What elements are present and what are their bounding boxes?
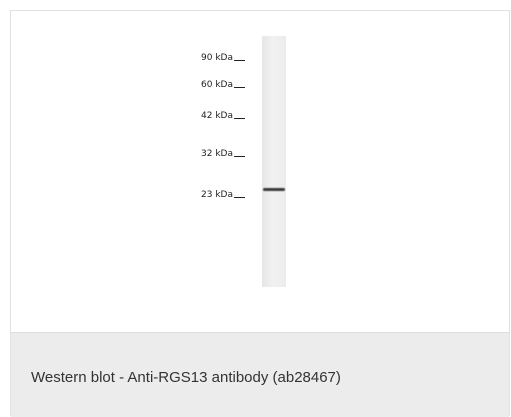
marker-tick [233, 197, 245, 198]
marker-label: 42 kDa [201, 111, 233, 121]
marker-label: 90 kDa [201, 53, 233, 63]
caption-text: Western blot - Anti-RGS13 antibody (ab28… [31, 369, 341, 386]
marker-label: 60 kDa [201, 80, 233, 90]
marker-tick [233, 118, 245, 119]
marker-42kda: 42 kDa [201, 109, 261, 121]
figure-caption: Western blot - Anti-RGS13 antibody (ab28… [11, 332, 509, 417]
blot-lane [262, 36, 286, 287]
marker-32kda: 32 kDa [201, 147, 261, 159]
figure-card: 90 kDa 60 kDa 42 kDa 32 kDa 23 kDa Weste… [10, 10, 510, 417]
blot-band [263, 188, 285, 191]
western-blot-image: 90 kDa 60 kDa 42 kDa 32 kDa 23 kDa [11, 11, 509, 332]
marker-tick [233, 60, 245, 61]
marker-tick [233, 87, 245, 88]
marker-label: 32 kDa [201, 149, 233, 159]
marker-23kda: 23 kDa [201, 188, 261, 200]
marker-90kda: 90 kDa [201, 51, 261, 63]
marker-60kda: 60 kDa [201, 78, 261, 90]
marker-tick [233, 156, 245, 157]
marker-label: 23 kDa [201, 190, 233, 200]
